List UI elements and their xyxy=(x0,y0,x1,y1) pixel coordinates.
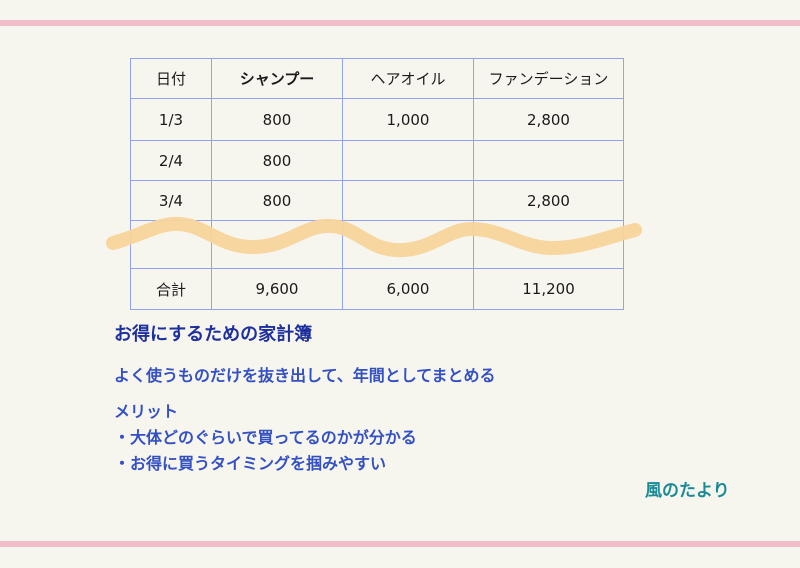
cell: 合計 xyxy=(130,268,212,310)
merit-bullet: ・お得に買うタイミングを掴みやすい xyxy=(114,454,387,473)
cell: 9,600 xyxy=(211,268,343,310)
page-title: お得にするための家計簿 xyxy=(114,324,313,345)
header-shampoo: シャンプー xyxy=(211,58,343,99)
table-total-row: 合計 9,600 6,000 11,200 xyxy=(130,268,624,310)
expense-table: 日付 シャンプー ヘアオイル ファンデーション 1/3 800 1,000 2,… xyxy=(130,58,624,310)
cell: 6,000 xyxy=(342,268,474,310)
cell xyxy=(473,140,624,181)
cell: 11,200 xyxy=(473,268,624,310)
cell: 800 xyxy=(211,140,343,181)
table-row: 3/4 800 2,800 xyxy=(130,180,624,221)
subtitle: よく使うものだけを抜き出して、年間としてまとめる xyxy=(114,366,496,385)
table-row: 2/4 800 xyxy=(130,140,624,181)
cell xyxy=(342,180,474,221)
header-hair-oil: ヘアオイル xyxy=(342,58,474,99)
merit-heading: メリット xyxy=(114,402,179,421)
cell: 1,000 xyxy=(342,98,474,141)
cell xyxy=(211,220,343,269)
cell: 2,800 xyxy=(473,98,624,141)
table-header-row: 日付 シャンプー ヘアオイル ファンデーション xyxy=(130,58,624,99)
cell: 800 xyxy=(211,180,343,221)
top-pink-band xyxy=(0,20,800,26)
cell xyxy=(130,220,212,269)
header-date: 日付 xyxy=(130,58,212,99)
cell xyxy=(473,220,624,269)
table-row: 1/3 800 1,000 2,800 xyxy=(130,98,624,141)
header-foundation: ファンデーション xyxy=(473,58,624,99)
cell: 3/4 xyxy=(130,180,212,221)
cell xyxy=(342,140,474,181)
signature: 風のたより xyxy=(645,481,730,501)
cell: 2,800 xyxy=(473,180,624,221)
cell: 1/3 xyxy=(130,98,212,141)
cell xyxy=(342,220,474,269)
cell: 800 xyxy=(211,98,343,141)
merit-bullet: ・大体どのぐらいで買ってるのかが分かる xyxy=(114,428,417,447)
bottom-pink-band xyxy=(0,541,800,547)
cell: 2/4 xyxy=(130,140,212,181)
table-row-omitted xyxy=(130,220,624,269)
